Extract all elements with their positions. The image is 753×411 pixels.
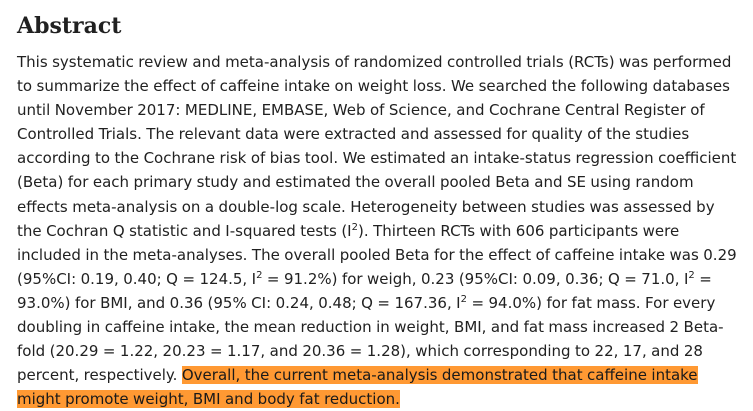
abstract-body: This systematic review and meta-analysis… — [17, 50, 739, 411]
abstract-text: = 91.2%) for weigh, 0.23 (95%CI: 0.09, 0… — [262, 269, 689, 288]
superscript: 2 — [688, 269, 695, 281]
abstract-heading: Abstract — [17, 13, 122, 39]
superscript: 2 — [256, 269, 263, 281]
abstract-text: = 93.0%) for BMI, and 0.36 (95% CI: 0.24… — [17, 269, 712, 312]
superscript: 2 — [351, 221, 358, 233]
abstract-text: = 94.0%) for fat mass. For every doublin… — [17, 293, 724, 385]
abstract-section: Abstract This systematic review and meta… — [17, 10, 739, 411]
superscript: 2 — [460, 293, 467, 305]
abstract-text: ). Thirteen RCTs with 606 participants w… — [17, 221, 737, 288]
abstract-text: This systematic review and meta-analysis… — [17, 53, 737, 240]
